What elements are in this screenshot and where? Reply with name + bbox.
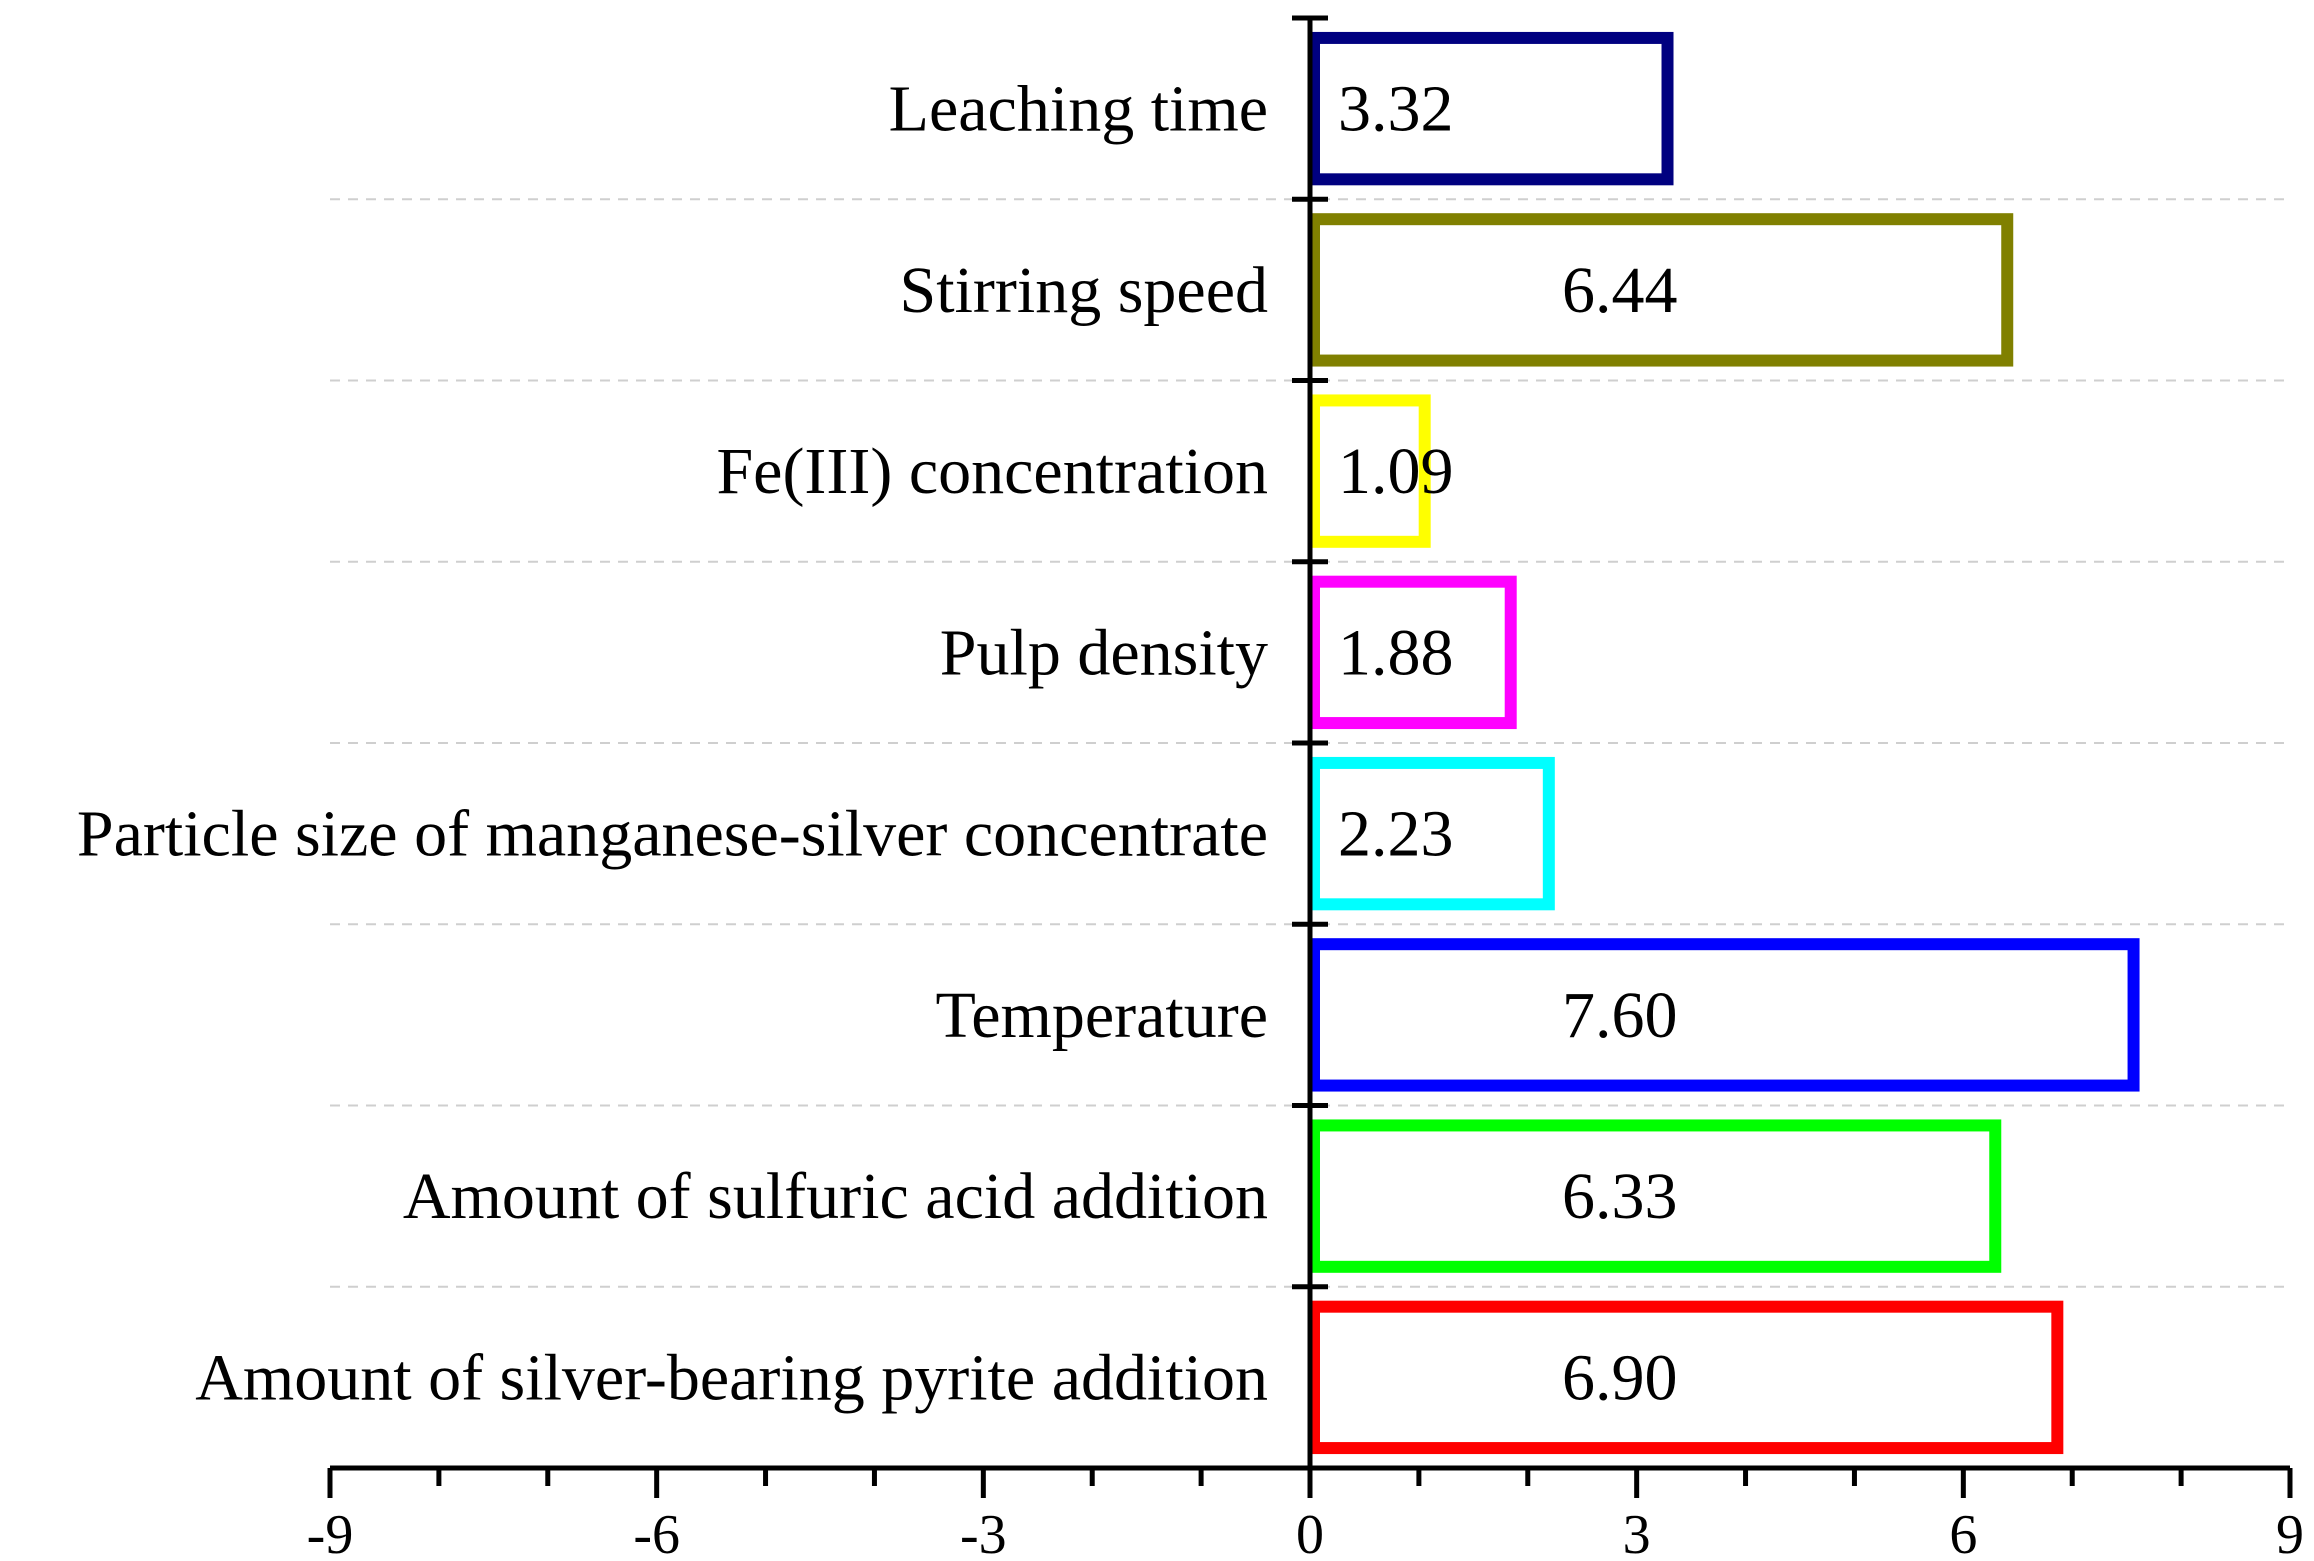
bar-4: [1308, 756, 1555, 911]
x-tick-label-3: 0: [1296, 1504, 1324, 1561]
x-tick-label-5: 6: [1949, 1504, 1977, 1561]
bar-1: [1308, 213, 2014, 367]
x-tick-label-2: -3: [960, 1504, 1007, 1561]
category-label-0: Leaching time: [889, 73, 1268, 146]
value-label-1: 6.44: [1562, 254, 1678, 327]
x-tick-label-6: 9: [2276, 1504, 2304, 1561]
x-tick-label-0: -9: [307, 1504, 354, 1561]
value-label-4: 2.23: [1338, 798, 1454, 871]
value-label-7: 6.90: [1562, 1341, 1678, 1414]
value-label-3: 1.88: [1338, 616, 1454, 689]
value-label-6: 6.33: [1562, 1160, 1678, 1233]
x-tick-label-1: -6: [633, 1504, 680, 1561]
bar-2: [1308, 394, 1431, 548]
category-label-2: Fe(III) concentration: [716, 435, 1268, 508]
bar-3: [1308, 575, 1517, 730]
bar-7: [1308, 1300, 2064, 1455]
bars: [1308, 31, 2140, 1455]
category-label-7: Amount of silver-bearing pyrite addition: [195, 1341, 1268, 1414]
axes: [327, 15, 2293, 1498]
bar-0: [1308, 31, 1674, 186]
bar-5: [1308, 938, 2140, 1092]
category-label-3: Pulp density: [940, 616, 1268, 689]
bar-6: [1308, 1119, 2002, 1273]
category-label-1: Stirring speed: [900, 254, 1268, 327]
labels: 3.32 Leaching time 6.44 Stirring speed 1.09 F…: [77, 73, 2304, 1561]
value-label-5: 7.60: [1562, 979, 1678, 1052]
x-tick-label-4: 3: [1623, 1504, 1651, 1561]
value-label-0: 3.32: [1338, 73, 1454, 146]
category-label-5: Temperature: [935, 979, 1268, 1052]
category-label-6: Amount of sulfuric acid addition: [403, 1160, 1268, 1233]
value-label-2: 1.09: [1338, 435, 1454, 508]
category-label-4: Particle size of manganese-silver concen…: [77, 798, 1268, 871]
